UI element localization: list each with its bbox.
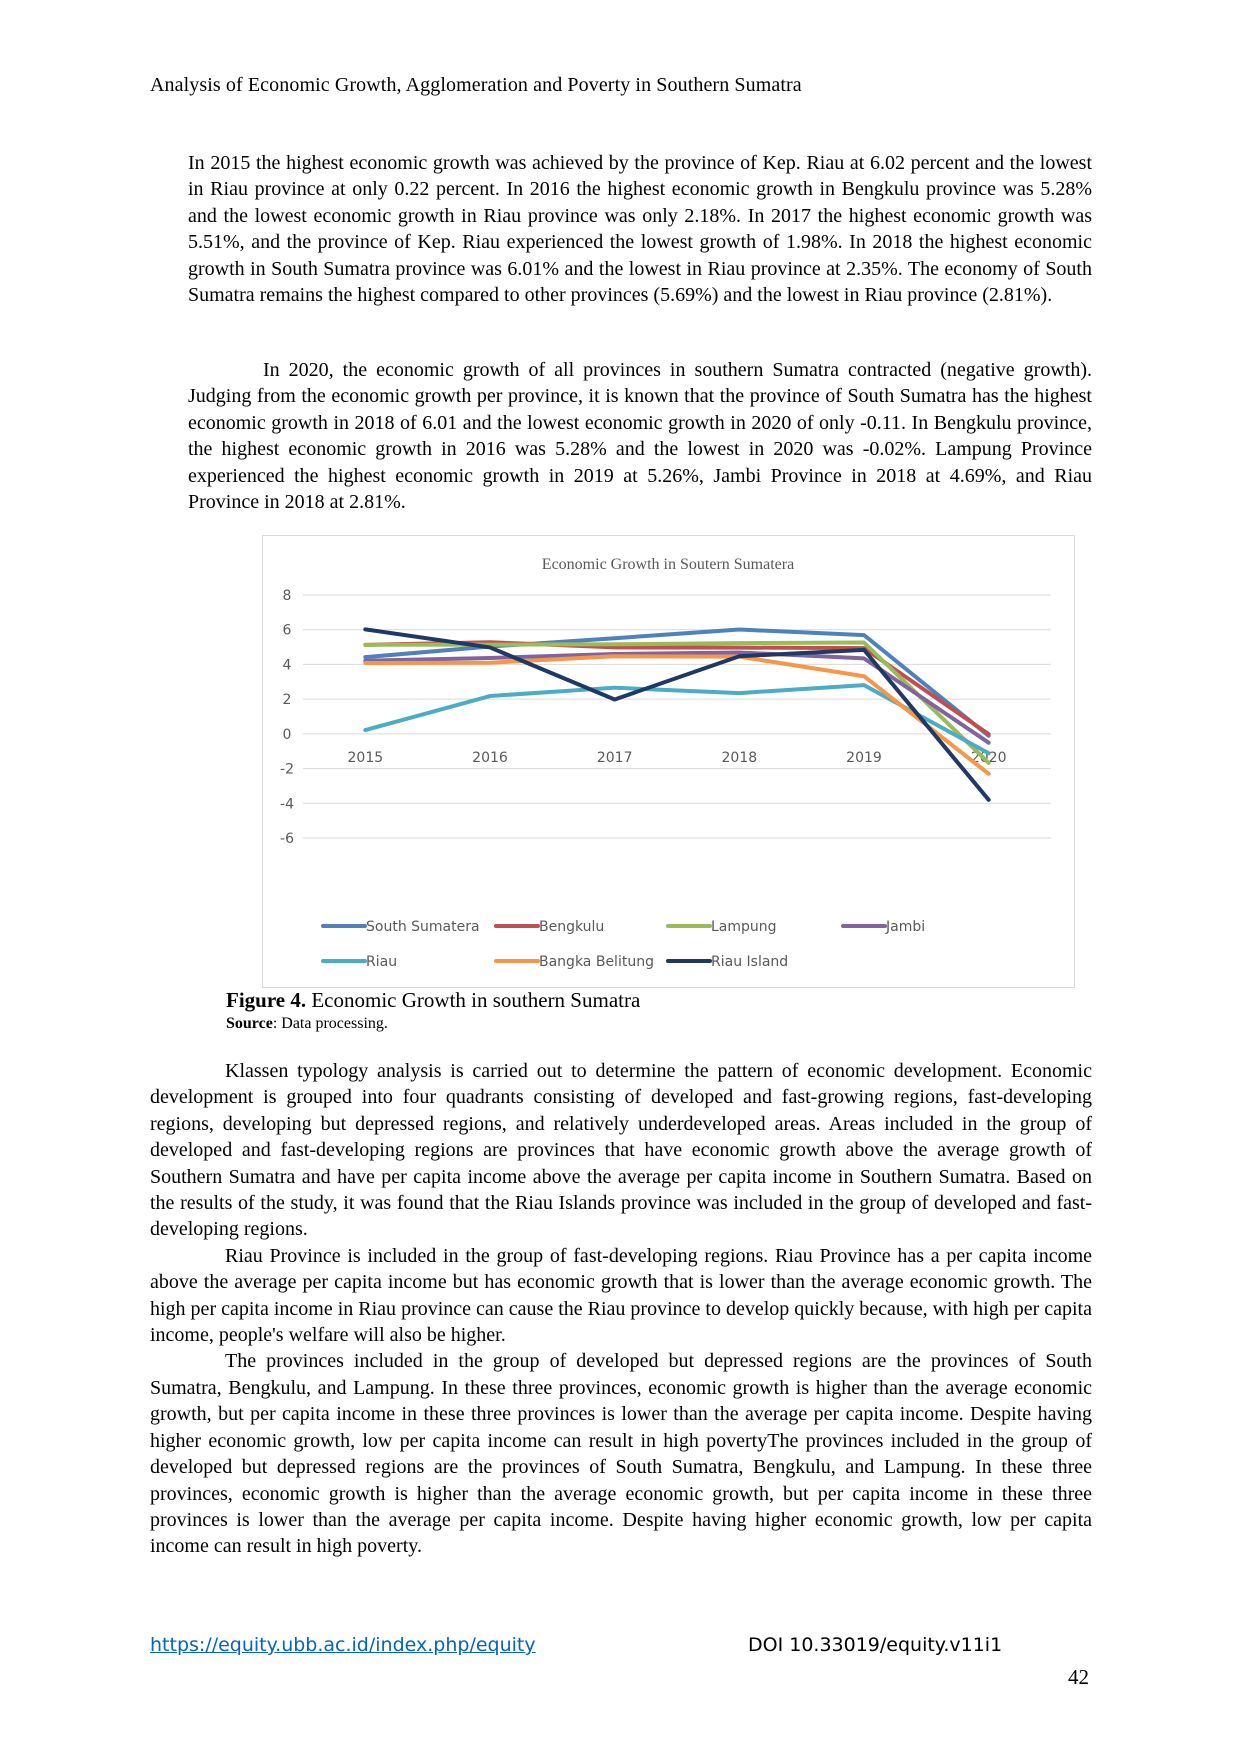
y-tick-label: 0 — [283, 727, 292, 743]
y-tick-label: 6 — [283, 623, 292, 639]
paragraph-2: In 2020, the economic growth of all prov… — [188, 359, 1092, 514]
y-tick-label: 8 — [283, 588, 292, 604]
legend-label: Lampung — [711, 919, 777, 935]
legend-label: Jambi — [885, 919, 925, 935]
y-tick-label: -6 — [280, 831, 294, 847]
y-tick-label: -4 — [280, 796, 294, 812]
x-tick-label: 2017 — [597, 750, 633, 766]
x-tick-label: 2019 — [846, 750, 882, 766]
x-axis-ticks: 2015 2016 2017 2018 2019 2020 — [348, 750, 1007, 766]
body-paragraph-2: Riau Province is included in the group o… — [150, 1244, 1092, 1347]
doi-text: DOI 10.33019/equity.v11i1 — [748, 1634, 1003, 1656]
body-text: Klassen typology analysis is carried out… — [150, 1058, 1092, 1560]
source-text: : Data processing. — [272, 1015, 388, 1032]
legend-label: Bengkulu — [539, 919, 604, 935]
series-lines — [363, 627, 991, 802]
y-tick-label: -2 — [280, 762, 294, 778]
series-line-riau — [363, 683, 991, 756]
y-axis-ticks: 8 6 4 2 0 -2 -4 -6 — [280, 588, 294, 847]
figure-caption-text: Economic Growth in southern Sumatra — [306, 988, 641, 1012]
running-header: Analysis of Economic Growth, Agglomerati… — [150, 74, 802, 96]
line-chart: Economic Growth in Soutern Sumatera 8 6 4 2… — [280, 556, 1051, 970]
legend-label: Bangka Belitung — [539, 954, 654, 970]
page-number: 42 — [1068, 1665, 1089, 1689]
legend-label: Riau Island — [711, 954, 788, 970]
journal-url-link[interactable]: https://equity.ubb.ac.id/index.php/equit… — [150, 1634, 536, 1656]
series-line-riau-island — [363, 627, 991, 802]
chart-title: Economic Growth in Soutern Sumatera — [542, 556, 794, 573]
figure-source: Source: Data processing. — [226, 1015, 388, 1033]
figure-caption: Figure 4. Economic Growth in southern Su… — [226, 988, 640, 1013]
legend-label: Riau — [366, 954, 397, 970]
body-paragraph-1: Klassen typology analysis is carried out… — [150, 1060, 1092, 1241]
x-tick-label: 2016 — [472, 750, 508, 766]
series-line-bangka-belitung — [363, 654, 991, 776]
y-tick-label: 2 — [283, 692, 292, 708]
figure-chart: Economic Growth in Soutern Sumatera 8 6 4 2… — [262, 535, 1075, 988]
x-tick-label: 2015 — [348, 750, 384, 766]
paragraph-1: In 2015 the highest economic growth was … — [188, 152, 1092, 307]
chart-legend: South Sumatera Bengkulu Lampung Jambi Riau Ba… — [321, 919, 925, 970]
body-paragraph-3: The provinces included in the group of d… — [150, 1350, 1092, 1558]
series-line-jambi — [363, 650, 991, 745]
x-tick-label: 2018 — [722, 750, 758, 766]
figure-label: Figure 4. — [226, 988, 307, 1012]
source-label: Source — [226, 1015, 273, 1032]
legend-label: South Sumatera — [366, 919, 480, 935]
y-tick-label: 4 — [283, 657, 292, 673]
series-line-south-sumatera — [363, 627, 991, 738]
